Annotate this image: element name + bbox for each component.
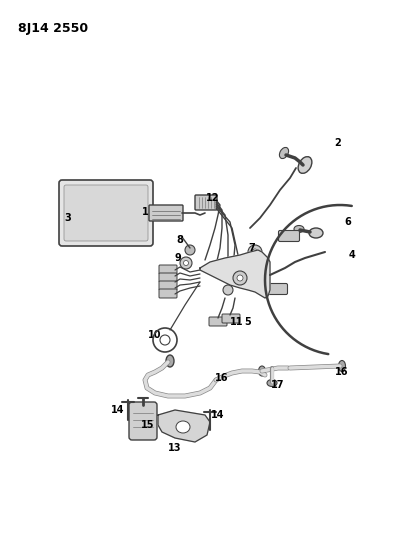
FancyBboxPatch shape: [159, 289, 177, 298]
Text: 5: 5: [245, 317, 251, 327]
FancyBboxPatch shape: [266, 284, 288, 295]
Circle shape: [233, 271, 247, 285]
Text: 8J14 2550: 8J14 2550: [18, 22, 88, 35]
Text: 1: 1: [141, 207, 149, 217]
Text: 4: 4: [349, 250, 355, 260]
Circle shape: [184, 261, 188, 265]
FancyBboxPatch shape: [209, 317, 227, 326]
FancyBboxPatch shape: [159, 281, 177, 290]
Text: 7: 7: [249, 243, 255, 253]
Text: 17: 17: [271, 380, 285, 390]
Ellipse shape: [309, 228, 323, 238]
FancyBboxPatch shape: [129, 402, 157, 440]
Ellipse shape: [298, 157, 312, 173]
Text: 14: 14: [211, 410, 225, 420]
FancyBboxPatch shape: [279, 230, 299, 241]
Circle shape: [248, 245, 262, 259]
Text: 13: 13: [168, 443, 182, 453]
FancyBboxPatch shape: [195, 195, 217, 210]
Ellipse shape: [294, 225, 304, 232]
FancyBboxPatch shape: [159, 265, 177, 274]
Circle shape: [180, 257, 192, 269]
FancyBboxPatch shape: [64, 185, 148, 241]
Text: 11: 11: [230, 317, 244, 327]
Text: 14: 14: [111, 405, 125, 415]
Ellipse shape: [279, 148, 288, 159]
Circle shape: [252, 249, 258, 255]
Ellipse shape: [338, 360, 346, 372]
Text: 3: 3: [65, 213, 71, 223]
Text: 8: 8: [177, 235, 184, 245]
Text: 12: 12: [206, 193, 220, 203]
Text: 15: 15: [141, 420, 155, 430]
Text: 16: 16: [335, 367, 349, 377]
Polygon shape: [200, 250, 270, 298]
Ellipse shape: [166, 355, 174, 367]
FancyBboxPatch shape: [59, 180, 153, 246]
Text: 16: 16: [215, 373, 229, 383]
Text: 2: 2: [335, 138, 341, 148]
Ellipse shape: [258, 366, 266, 376]
Circle shape: [237, 275, 243, 281]
Circle shape: [185, 245, 195, 255]
Text: 6: 6: [345, 217, 351, 227]
FancyBboxPatch shape: [159, 273, 177, 282]
Ellipse shape: [267, 379, 277, 386]
Circle shape: [223, 285, 233, 295]
Polygon shape: [158, 410, 210, 442]
FancyBboxPatch shape: [149, 205, 183, 221]
Text: 9: 9: [175, 253, 181, 263]
Ellipse shape: [176, 421, 190, 433]
Text: 10: 10: [148, 330, 162, 340]
FancyBboxPatch shape: [222, 314, 240, 323]
